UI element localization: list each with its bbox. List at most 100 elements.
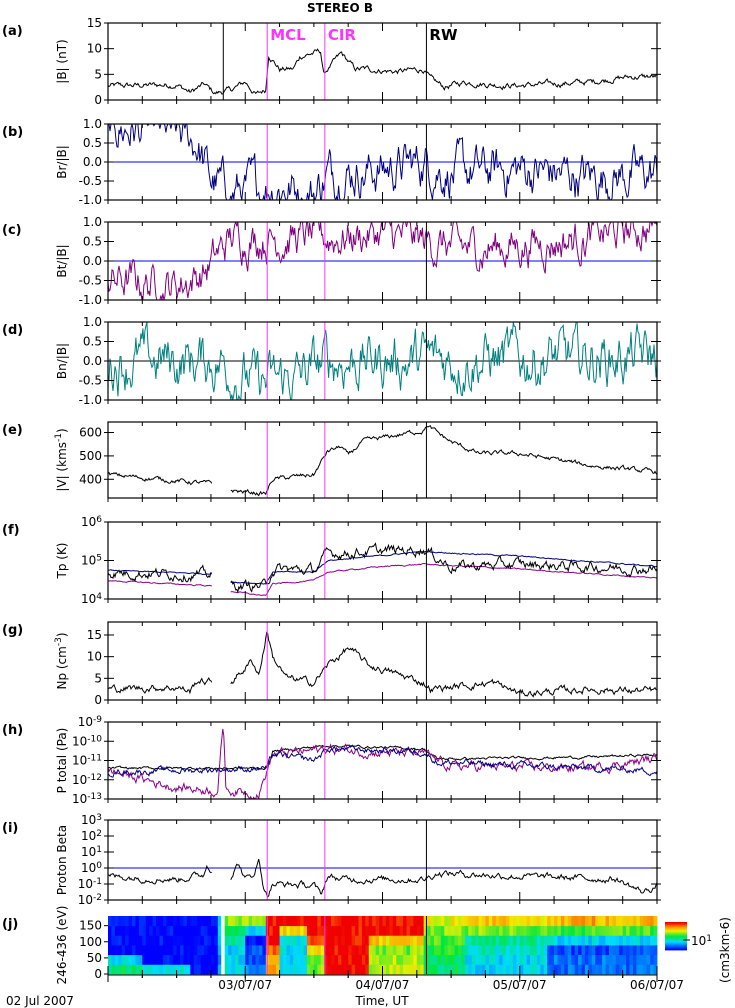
spectrogram-cell (228, 925, 232, 936)
spectrogram-cell (399, 945, 404, 956)
spectrogram-cell (578, 964, 582, 975)
spectrogram-cell (111, 945, 116, 956)
spectrogram-cell (612, 935, 617, 946)
y-tick-label: 100 (81, 861, 102, 875)
spectrogram-cell (248, 935, 253, 946)
spectrogram-cell (615, 964, 620, 975)
spectrogram-cell (245, 954, 250, 965)
spectrogram-cell (451, 925, 455, 936)
spectrogram-cell (296, 954, 301, 965)
spectrogram-cell (632, 954, 637, 965)
spectrogram-cell (375, 935, 380, 946)
spectrogram-cell (416, 916, 421, 927)
spectrogram-cell (121, 945, 126, 956)
spectrogram-cell (471, 954, 476, 965)
spectrogram-cell (156, 935, 160, 946)
event-label-cir: CIR (328, 26, 357, 44)
spectrogram-cell (197, 935, 202, 946)
spectrogram-cell (423, 935, 428, 946)
spectrogram-cell (190, 945, 195, 956)
spectrogram-cell (536, 916, 541, 927)
spectrogram-cell (255, 964, 260, 975)
spectrogram-cell (176, 964, 181, 975)
spectrogram-cell (440, 954, 445, 965)
spectrogram-cell (351, 935, 356, 946)
spectrogram-cell (420, 945, 425, 956)
spectrogram-cell (488, 964, 493, 975)
spectrogram-cell (145, 935, 150, 946)
spectrogram-cell (176, 954, 181, 965)
spectrogram-cell (619, 964, 624, 975)
panel-letter: (d) (2, 323, 23, 338)
spectrogram-cell (375, 945, 380, 956)
spectrogram-cell (238, 954, 243, 965)
spectrogram-cell (351, 925, 356, 936)
spectrogram-cell (639, 964, 644, 975)
spectrogram-cell (523, 964, 528, 975)
spectrogram-cell (385, 916, 390, 927)
spectrogram-cell (313, 916, 318, 927)
spectrogram-cell (282, 964, 287, 975)
spectrogram-cell (265, 964, 270, 975)
spectrogram-cell (622, 964, 627, 975)
spectrogram-cell (159, 925, 164, 936)
spectrogram-cell (420, 954, 425, 965)
spectrogram-cell (217, 935, 222, 946)
spectrogram-cell (303, 954, 308, 965)
spectrogram-cell (519, 916, 524, 927)
spectrogram-cell (128, 954, 133, 965)
spectrogram-cell (416, 935, 421, 946)
y-axis-label: Proton Beta (55, 825, 69, 895)
spectrogram-cell (643, 964, 648, 975)
spectrogram-cell (488, 954, 493, 965)
spectrogram-cell (296, 964, 301, 975)
spectrogram-cell (468, 964, 473, 975)
spectrogram-cell (471, 916, 476, 927)
spectrogram-cell (533, 954, 538, 965)
spectrogram-cell (269, 935, 274, 946)
spectrogram-cell (238, 945, 243, 956)
spectrogram-cell (341, 916, 346, 927)
spectrogram-cell (341, 935, 346, 946)
spectrogram-cell (554, 954, 558, 965)
spectrogram-cell (639, 916, 644, 927)
spectrogram-cell (379, 954, 383, 965)
spectrogram-cell (571, 935, 576, 946)
spectrogram-cell (574, 954, 579, 965)
spectrogram-cell (156, 945, 160, 956)
y-axis-label: 246-436 (eV) (55, 906, 69, 985)
panel-e: 400 500 600 |V| (kms-1) (e) (2, 421, 661, 502)
spectrogram-cell (121, 964, 126, 975)
spectrogram-cell (272, 925, 277, 936)
spectrogram-cell (519, 935, 524, 946)
spectrogram-cell (626, 935, 630, 946)
spectrogram-cell (300, 964, 304, 975)
spectrogram-cell (303, 964, 308, 975)
spectrogram-cell (348, 964, 353, 975)
spectrogram-cell (125, 964, 129, 975)
spectrogram-cell (584, 916, 589, 927)
colorbar-cell (665, 929, 687, 931)
y-tick-label: 0 (94, 93, 102, 107)
spectrogram-cell (289, 945, 294, 956)
spectrogram-cell (567, 925, 572, 936)
spectrogram-cell (409, 954, 414, 965)
spectrogram-cell (502, 935, 507, 946)
spectrogram-cell (138, 954, 143, 965)
spectrogram-cell (413, 935, 418, 946)
spectrogram-cell (300, 954, 304, 965)
y-tick-label: 10-10 (72, 734, 102, 748)
spectrogram-cell (361, 916, 366, 927)
spectrogram-cell (444, 916, 449, 927)
spectrogram-cell (533, 945, 538, 956)
spectrogram-cell (324, 954, 328, 965)
y-tick-label: 10-1 (78, 877, 102, 891)
spectrogram-cell (313, 935, 318, 946)
spectrogram-cell (619, 935, 624, 946)
spectrogram-cell (608, 935, 613, 946)
spectrogram-cell (540, 945, 545, 956)
spectrogram-cell (574, 945, 579, 956)
spectrogram-cell (406, 954, 411, 965)
spectrogram-cell (258, 964, 263, 975)
spectrogram-cell (608, 945, 613, 956)
